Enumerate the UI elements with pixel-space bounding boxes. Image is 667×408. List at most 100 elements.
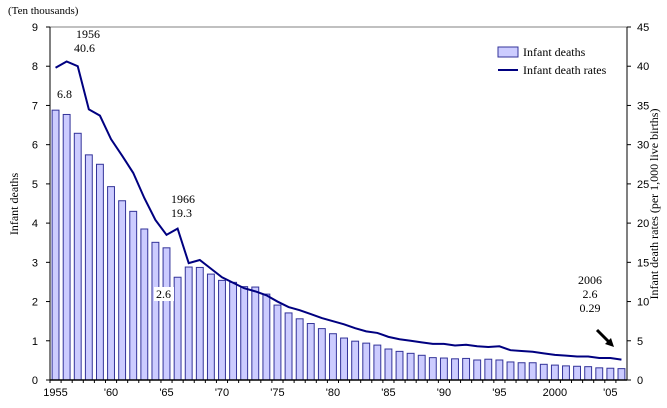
ticks-group: 01234567890510152025303540451955'60'65'7… xyxy=(32,22,649,399)
bar-1975 xyxy=(273,304,282,381)
right-tick-label: 10 xyxy=(637,297,649,309)
annotation-1955-deaths: 6.8 xyxy=(57,87,72,101)
bar-1960 xyxy=(107,186,115,381)
bar-1967 xyxy=(184,266,193,381)
x-tick-label: '75 xyxy=(270,387,284,399)
left-tick-label: 3 xyxy=(32,257,38,269)
bars-group xyxy=(51,109,626,381)
left-tick-label: 1 xyxy=(32,336,38,348)
right-tick-label: 5 xyxy=(637,336,643,348)
right-tick-label: 15 xyxy=(637,257,649,269)
bar-1999 xyxy=(539,363,548,381)
annotation-1956-rate: 40.6 xyxy=(74,41,95,55)
bar-2005 xyxy=(606,367,615,381)
bar-1994 xyxy=(484,358,493,381)
right-axis-label: Infant death rates (per 1,000 live birth… xyxy=(647,109,661,300)
bar-1956 xyxy=(62,113,71,381)
bar-1977 xyxy=(295,318,304,381)
x-tick-label: 1955 xyxy=(43,387,67,399)
bar-1990 xyxy=(439,357,448,381)
bar-1980 xyxy=(329,333,337,381)
left-tick-label: 7 xyxy=(32,100,38,112)
bar-2003 xyxy=(584,366,593,381)
bar-1986 xyxy=(395,350,404,381)
left-tick-label: 0 xyxy=(32,375,38,387)
x-tick-label: '90 xyxy=(437,387,451,399)
legend-bar-swatch xyxy=(497,46,519,58)
bar-2006 xyxy=(617,368,626,381)
right-tick-label: 20 xyxy=(637,218,649,230)
bar-1985 xyxy=(384,348,393,381)
bar-1965 xyxy=(162,247,171,381)
bar-2001 xyxy=(562,365,570,381)
x-tick-label: '95 xyxy=(492,387,506,399)
bar-2002 xyxy=(573,365,582,381)
bar-1959 xyxy=(95,163,104,381)
rate-line xyxy=(55,60,622,361)
right-tick-label: 25 xyxy=(637,179,649,191)
bar-1963 xyxy=(140,228,149,381)
right-tick-label: 35 xyxy=(637,100,649,112)
bar-1979 xyxy=(317,328,326,381)
right-tick-label: 40 xyxy=(637,61,649,73)
left-tick-label: 4 xyxy=(32,218,38,230)
bar-1988 xyxy=(417,354,426,381)
right-tick-label: 0 xyxy=(637,375,643,387)
bar-1997 xyxy=(517,362,526,381)
left-tick-label: 8 xyxy=(32,61,38,73)
bar-1972 xyxy=(240,286,249,381)
annotation-1966-deaths: 2.6 xyxy=(156,287,171,301)
bar-1996 xyxy=(506,361,515,381)
bar-1961 xyxy=(118,200,127,381)
bar-1982 xyxy=(351,340,360,381)
annotation-1956-year: 1956 xyxy=(76,27,100,41)
bar-1989 xyxy=(428,357,437,381)
x-tick-label: '05 xyxy=(603,387,617,399)
bar-1991 xyxy=(451,358,459,381)
bar-1993 xyxy=(473,359,482,381)
bar-1998 xyxy=(528,362,537,381)
bar-1957 xyxy=(73,132,82,381)
bar-1976 xyxy=(284,312,293,381)
bar-1992 xyxy=(462,357,471,381)
bar-1978 xyxy=(306,323,315,381)
bar-1962 xyxy=(129,210,138,381)
right-tick-label: 45 xyxy=(637,22,649,34)
legend-bar-label: Infant deaths xyxy=(523,45,586,59)
annotation-1966-rate: 19.3 xyxy=(171,206,192,220)
bar-1970 xyxy=(218,279,226,381)
x-tick-label: '70 xyxy=(215,387,229,399)
right-tick-label: 30 xyxy=(637,140,649,152)
bar-1981 xyxy=(340,337,348,381)
bar-1971 xyxy=(229,281,238,381)
x-tick-label: '65 xyxy=(159,387,173,399)
bar-1969 xyxy=(206,273,215,381)
bar-1974 xyxy=(262,293,271,381)
bar-1995 xyxy=(495,359,504,381)
x-tick-label: 2000 xyxy=(543,387,567,399)
left-tick-label: 9 xyxy=(32,22,38,34)
bar-1968 xyxy=(195,266,204,381)
bar-1987 xyxy=(406,352,415,381)
x-tick-label: '80 xyxy=(326,387,340,399)
legend: Infant deaths Infant death rates xyxy=(497,45,607,77)
bar-1973 xyxy=(251,286,260,381)
bar-1964 xyxy=(151,241,160,381)
legend-line-label: Infant death rates xyxy=(523,63,607,77)
x-tick-label: '60 xyxy=(104,387,118,399)
annotation-2006-deaths: 0.29 xyxy=(580,301,601,315)
arrow-icon xyxy=(595,328,614,347)
annotation-2006-year: 2006 xyxy=(578,273,602,287)
annotation-2006-rate: 2.6 xyxy=(583,287,598,301)
bar-1955 xyxy=(51,109,60,381)
bar-1966 xyxy=(173,276,182,381)
bar-2004 xyxy=(595,367,604,381)
annotation-1966-year: 1966 xyxy=(171,192,195,206)
left-axis-label: Infant deaths xyxy=(7,173,21,236)
bar-1984 xyxy=(373,344,382,381)
unit-note: (Ten thousands) xyxy=(8,5,79,17)
annotation-1966-deaths-bg xyxy=(154,287,174,301)
left-tick-label: 2 xyxy=(32,297,38,309)
bar-2000 xyxy=(550,364,559,381)
